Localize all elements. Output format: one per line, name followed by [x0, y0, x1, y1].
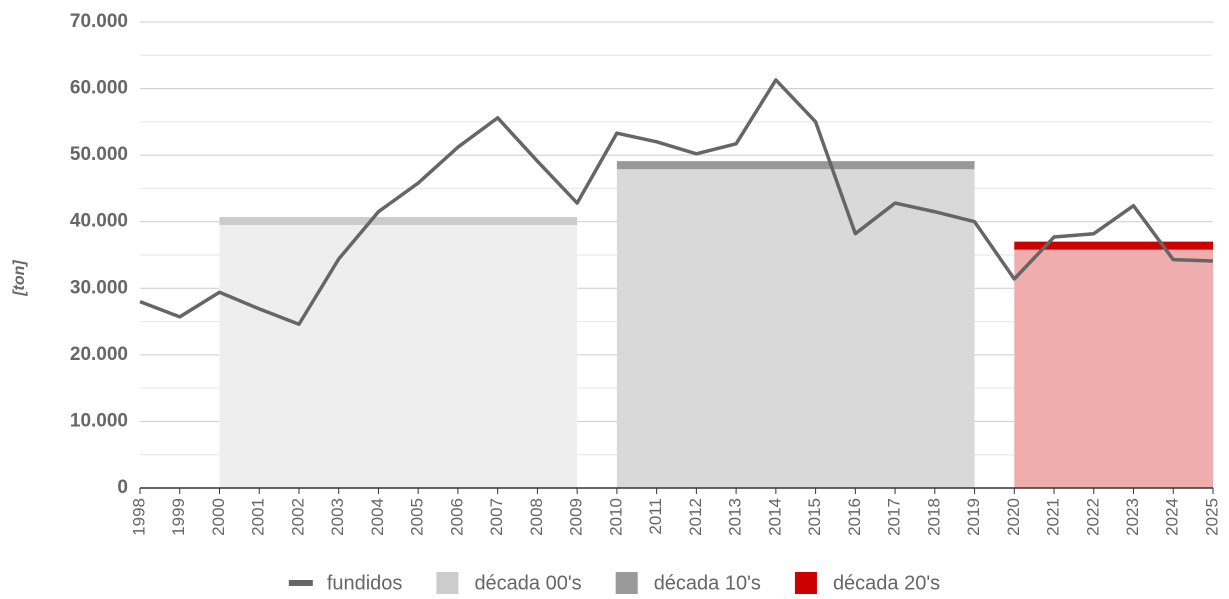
decade-area — [219, 221, 578, 488]
y-tick-label: 40.000 — [70, 211, 128, 232]
y-tick-label: 50.000 — [70, 144, 128, 165]
y-tick-label: 70.000 — [70, 11, 128, 32]
x-tick-label: 2015 — [805, 498, 824, 536]
y-axis-label: [ton] — [11, 260, 28, 297]
x-tick-label: 2025 — [1202, 498, 1221, 536]
x-tick-label: 2019 — [964, 498, 983, 536]
x-tick-label: 2002 — [288, 498, 307, 536]
x-tick-label: 1998 — [129, 498, 148, 536]
x-tick-label: 2014 — [765, 498, 784, 536]
y-tick-label: 20.000 — [70, 344, 128, 365]
x-tick-label: 2020 — [1004, 498, 1023, 536]
x-tick-label: 2009 — [567, 498, 586, 536]
legend-label: década 10's — [654, 572, 761, 594]
x-tick-label: 2016 — [845, 498, 864, 536]
x-tick-label: 2000 — [209, 498, 228, 536]
legend-swatch — [794, 572, 817, 594]
line-series — [139, 78, 1214, 326]
x-tick-label: 1999 — [169, 498, 188, 536]
x-tick-label: 2010 — [606, 498, 625, 536]
x-tick-label: 2012 — [686, 498, 705, 536]
x-tick-label: 2007 — [487, 498, 506, 536]
x-tick-label: 2018 — [924, 498, 943, 536]
x-tick-label: 2003 — [328, 498, 347, 536]
y-tick-label: 0 — [117, 477, 128, 498]
x-tick-label: 2005 — [408, 498, 427, 536]
x-tick-label: 2004 — [368, 498, 387, 536]
x-tick-label: 2013 — [726, 498, 745, 536]
x-tick-label: 2024 — [1163, 498, 1182, 536]
legend-label: década 20's — [833, 572, 940, 594]
legend-label: década 00's — [474, 572, 581, 594]
y-tick-label: 10.000 — [70, 410, 128, 431]
decade-area — [616, 165, 975, 488]
legend-swatch — [288, 580, 313, 586]
y-tick-label: 60.000 — [70, 78, 128, 99]
decade-area — [1014, 245, 1213, 488]
x-tick-label: 2008 — [527, 498, 546, 536]
x-tick-label: 2006 — [447, 498, 466, 536]
x-tick-label: 2023 — [1123, 498, 1142, 536]
legend-label: fundidos — [327, 572, 403, 594]
x-tick-label: 2011 — [646, 498, 665, 535]
legend-swatch — [436, 572, 459, 594]
x-tick-label: 2021 — [1044, 498, 1063, 536]
y-tick-label: 30.000 — [70, 277, 128, 298]
legend-swatch — [615, 572, 638, 594]
x-tick-label: 2022 — [1083, 498, 1102, 536]
x-tick-label: 2017 — [885, 498, 904, 536]
x-tick-label: 2001 — [249, 498, 268, 536]
